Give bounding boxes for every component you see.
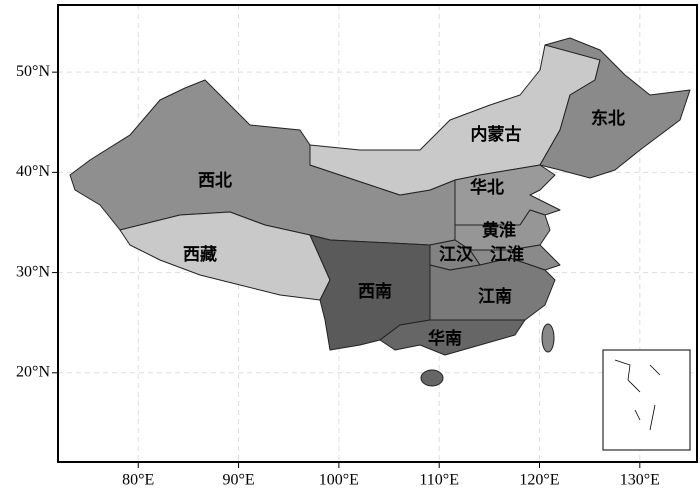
x-tick-label: 120°E — [519, 472, 559, 489]
x-tick-label: 110°E — [419, 472, 459, 489]
region-label: 内蒙古 — [471, 124, 522, 144]
region-label: 华南 — [428, 328, 462, 348]
region-label: 江南 — [478, 286, 512, 306]
y-tick-label: 30°N — [16, 263, 50, 280]
region-label: 东北 — [591, 108, 625, 128]
region-northeast — [539, 37, 691, 179]
region-label: 西南 — [358, 281, 392, 301]
region-label: 黄淮 — [482, 220, 516, 240]
y-tick-label: 20°N — [16, 363, 50, 380]
region-south-china — [379, 319, 526, 356]
x-tick-label: 90°E — [222, 472, 254, 489]
region-label: 西北 — [198, 171, 232, 190]
inset-outline — [614, 359, 661, 431]
region-label: 西藏 — [183, 245, 217, 264]
y-tick-label: 40°N — [16, 163, 50, 180]
x-tick-label: 130°E — [620, 472, 660, 489]
south-china-sea-inset — [602, 349, 691, 451]
region-labels: 西北 西藏 内蒙古 东北 华北 黄淮 江汉 江淮 西南 江南 华南 — [183, 108, 625, 348]
y-tick-label: 50°N — [16, 63, 50, 80]
region-label: 华北 — [470, 177, 504, 197]
map-frame — [57, 4, 698, 463]
x-tick-label: 80°E — [122, 472, 154, 489]
regions — [69, 37, 691, 387]
region-southwest — [309, 234, 431, 351]
x-tick-label: 100°E — [319, 472, 359, 489]
region-label: 江汉 — [439, 245, 474, 264]
hainan-island — [420, 369, 444, 387]
taiwan-island — [541, 323, 555, 353]
region-label: 江淮 — [490, 245, 524, 264]
